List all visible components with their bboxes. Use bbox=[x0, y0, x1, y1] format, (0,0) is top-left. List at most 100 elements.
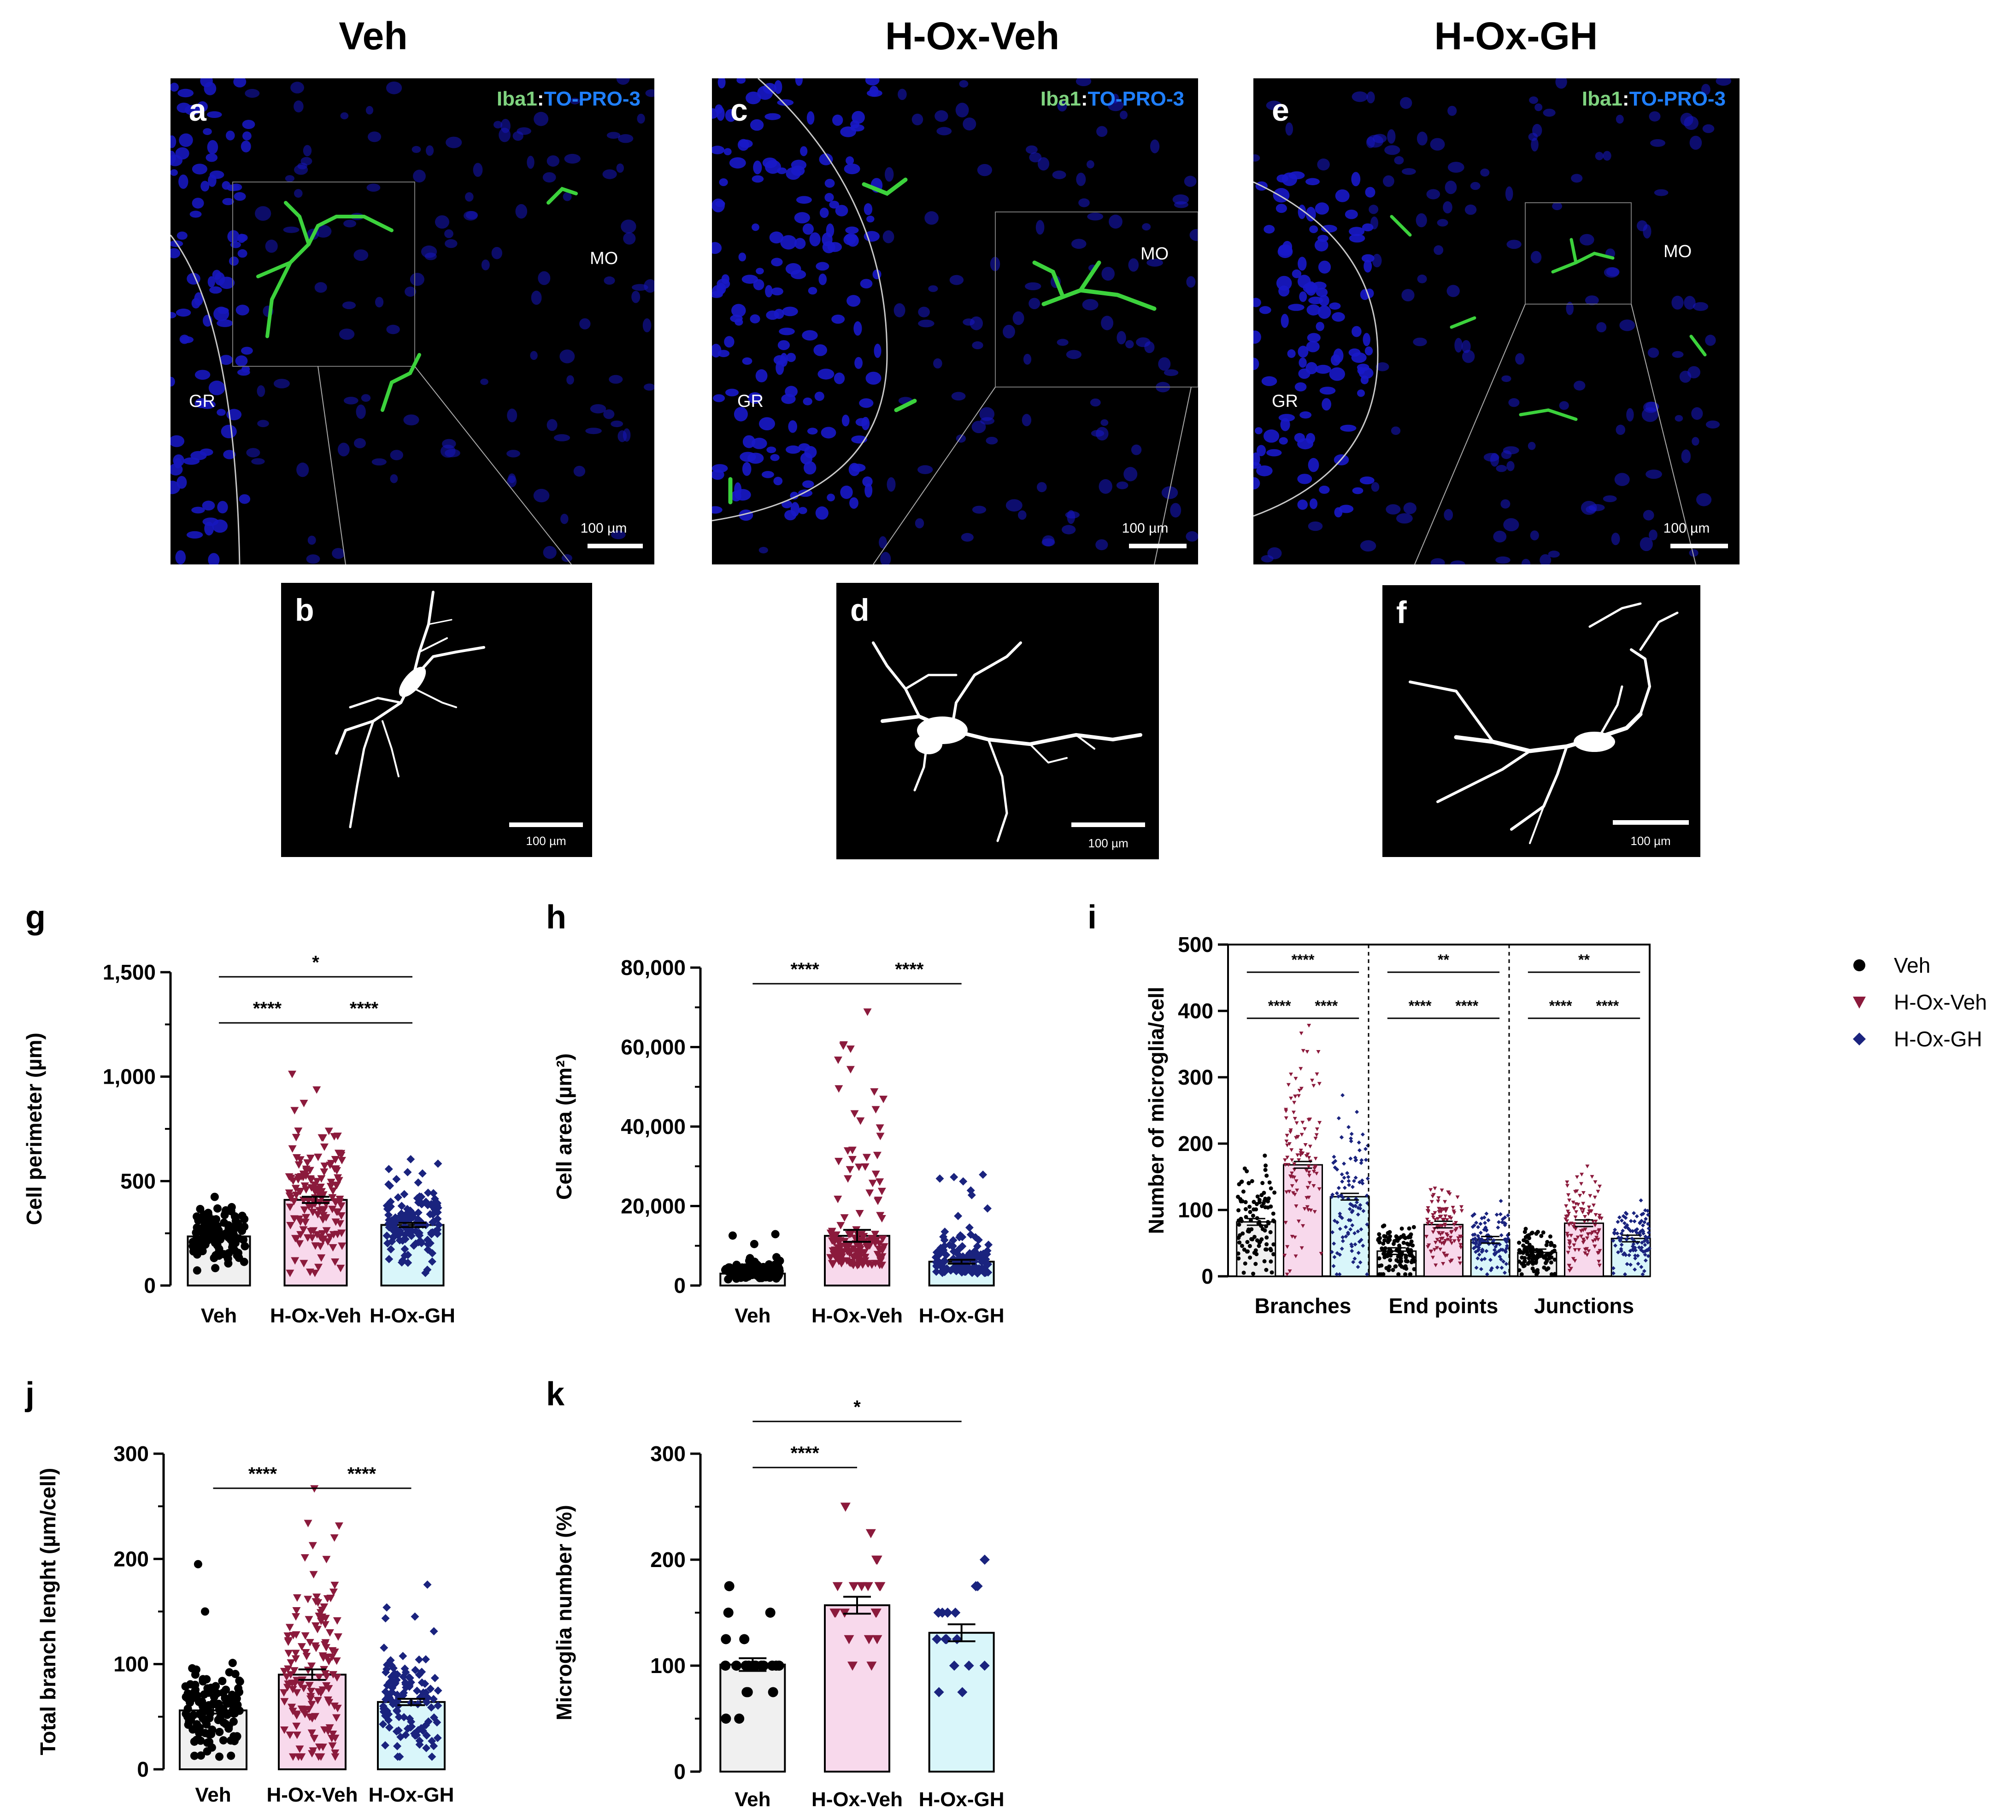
data-point bbox=[1625, 1233, 1630, 1238]
nucleus bbox=[207, 140, 218, 154]
data-point bbox=[729, 1231, 737, 1240]
data-point bbox=[241, 1242, 249, 1251]
nucleus bbox=[1446, 285, 1460, 297]
data-point bbox=[1616, 1250, 1621, 1255]
data-point bbox=[415, 1740, 424, 1749]
nucleus bbox=[446, 136, 462, 148]
data-point bbox=[1285, 1273, 1289, 1277]
nucleus bbox=[1574, 381, 1586, 391]
nucleus bbox=[717, 350, 730, 358]
data-point bbox=[771, 1661, 782, 1671]
nucleus bbox=[802, 330, 818, 341]
nucleus bbox=[413, 170, 426, 183]
x-tick-label: Veh bbox=[195, 1784, 231, 1806]
data-point bbox=[1573, 1248, 1577, 1252]
data-point bbox=[771, 1230, 780, 1239]
data-point bbox=[1522, 1256, 1527, 1260]
nucleus bbox=[515, 204, 528, 219]
data-point bbox=[1307, 1170, 1311, 1174]
data-point bbox=[1340, 1179, 1345, 1184]
nucleus bbox=[547, 419, 558, 431]
data-point bbox=[1549, 1251, 1553, 1256]
data-point bbox=[1354, 1200, 1359, 1204]
nucleus bbox=[1360, 376, 1369, 384]
nucleus bbox=[915, 518, 924, 528]
data-point bbox=[224, 1223, 233, 1232]
nucleus bbox=[176, 308, 191, 317]
data-point bbox=[200, 1607, 209, 1616]
data-point bbox=[1619, 1243, 1624, 1247]
nucleus bbox=[365, 106, 374, 115]
data-point bbox=[1380, 1246, 1384, 1251]
nucleus bbox=[723, 148, 732, 155]
nucleus bbox=[517, 127, 531, 135]
nucleus bbox=[777, 340, 790, 350]
data-point bbox=[1336, 1186, 1341, 1190]
nucleus bbox=[1306, 341, 1320, 352]
data-point bbox=[1486, 1218, 1491, 1222]
data-point bbox=[1530, 1266, 1535, 1271]
data-point bbox=[1619, 1247, 1623, 1251]
nucleus bbox=[819, 153, 833, 165]
nucleus bbox=[933, 358, 942, 369]
data-point bbox=[385, 1223, 394, 1232]
nucleus bbox=[1555, 78, 1567, 89]
y-tick-label: 0 bbox=[674, 1760, 686, 1784]
data-point bbox=[421, 1679, 429, 1688]
nucleus bbox=[806, 111, 815, 125]
data-point bbox=[428, 1249, 437, 1257]
data-point bbox=[832, 1231, 840, 1239]
data-point bbox=[850, 1110, 859, 1118]
nucleus bbox=[1532, 123, 1542, 137]
nucleus bbox=[1041, 538, 1055, 546]
data-point bbox=[1535, 1230, 1540, 1234]
data-point bbox=[1357, 1180, 1362, 1185]
legend-label-hoxgh: H-Ox-GH bbox=[1894, 1027, 1982, 1051]
data-point bbox=[1403, 1264, 1408, 1268]
nucleus bbox=[645, 89, 654, 97]
data-point bbox=[1408, 1242, 1412, 1247]
nucleus bbox=[611, 530, 626, 540]
data-point bbox=[1586, 1232, 1591, 1236]
data-point bbox=[1241, 1189, 1246, 1194]
data-point bbox=[401, 1230, 410, 1239]
data-point bbox=[305, 1203, 313, 1210]
data-point bbox=[1299, 1133, 1304, 1137]
nucleus bbox=[1552, 202, 1563, 211]
data-point bbox=[406, 1206, 415, 1215]
data-point bbox=[932, 1267, 940, 1276]
data-point bbox=[227, 1751, 235, 1760]
data-point bbox=[1616, 1220, 1620, 1224]
nucleus bbox=[841, 414, 850, 427]
data-point bbox=[1304, 1168, 1309, 1173]
nucleus bbox=[721, 274, 729, 284]
data-point bbox=[418, 1169, 427, 1178]
nucleus bbox=[217, 501, 228, 514]
data-point bbox=[330, 1534, 339, 1542]
data-point bbox=[1549, 1260, 1553, 1265]
data-point bbox=[1502, 1270, 1507, 1275]
data-point bbox=[973, 1242, 982, 1251]
nucleus bbox=[235, 305, 249, 316]
data-point bbox=[324, 1658, 333, 1666]
x-tick-label: Junctions bbox=[1534, 1294, 1634, 1318]
data-point bbox=[1641, 1211, 1646, 1216]
data-point bbox=[1264, 1268, 1269, 1272]
data-point bbox=[303, 1234, 312, 1242]
nucleus bbox=[1493, 530, 1507, 543]
nucleus bbox=[1253, 330, 1261, 344]
data-point bbox=[312, 1622, 320, 1630]
nucleus bbox=[1035, 220, 1045, 235]
nucleus bbox=[1298, 368, 1311, 379]
data-point bbox=[875, 1245, 883, 1253]
data-point bbox=[196, 1751, 205, 1760]
data-point bbox=[1579, 1229, 1583, 1233]
data-point bbox=[332, 1714, 341, 1722]
data-point bbox=[834, 1196, 842, 1204]
data-point bbox=[876, 1133, 885, 1140]
nucleus bbox=[500, 119, 511, 133]
data-point bbox=[1342, 1186, 1347, 1190]
data-point bbox=[1317, 1121, 1322, 1125]
data-point bbox=[284, 1665, 293, 1673]
data-point bbox=[1262, 1259, 1267, 1263]
